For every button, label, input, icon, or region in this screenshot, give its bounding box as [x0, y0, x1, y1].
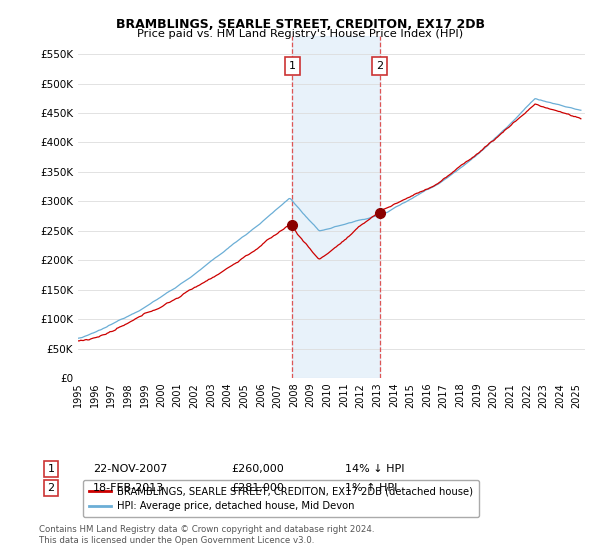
Text: 14% ↓ HPI: 14% ↓ HPI	[345, 464, 404, 474]
Text: 2: 2	[376, 61, 383, 71]
Text: Contains HM Land Registry data © Crown copyright and database right 2024.
This d: Contains HM Land Registry data © Crown c…	[39, 525, 374, 545]
Text: BRAMBLINGS, SEARLE STREET, CREDITON, EX17 2DB: BRAMBLINGS, SEARLE STREET, CREDITON, EX1…	[115, 18, 485, 31]
Text: 1: 1	[289, 61, 296, 71]
Bar	[292, 36, 380, 378]
Text: 1% ↑ HPI: 1% ↑ HPI	[345, 483, 397, 493]
Text: 22-NOV-2007: 22-NOV-2007	[93, 464, 167, 474]
Text: £260,000: £260,000	[231, 464, 284, 474]
Text: Price paid vs. HM Land Registry's House Price Index (HPI): Price paid vs. HM Land Registry's House …	[137, 29, 463, 39]
Text: 18-FEB-2013: 18-FEB-2013	[93, 483, 164, 493]
Legend: BRAMBLINGS, SEARLE STREET, CREDITON, EX17 2DB (detached house), HPI: Average pri: BRAMBLINGS, SEARLE STREET, CREDITON, EX1…	[83, 480, 479, 517]
Text: 2: 2	[47, 483, 55, 493]
Text: 1: 1	[47, 464, 55, 474]
Text: £281,000: £281,000	[231, 483, 284, 493]
